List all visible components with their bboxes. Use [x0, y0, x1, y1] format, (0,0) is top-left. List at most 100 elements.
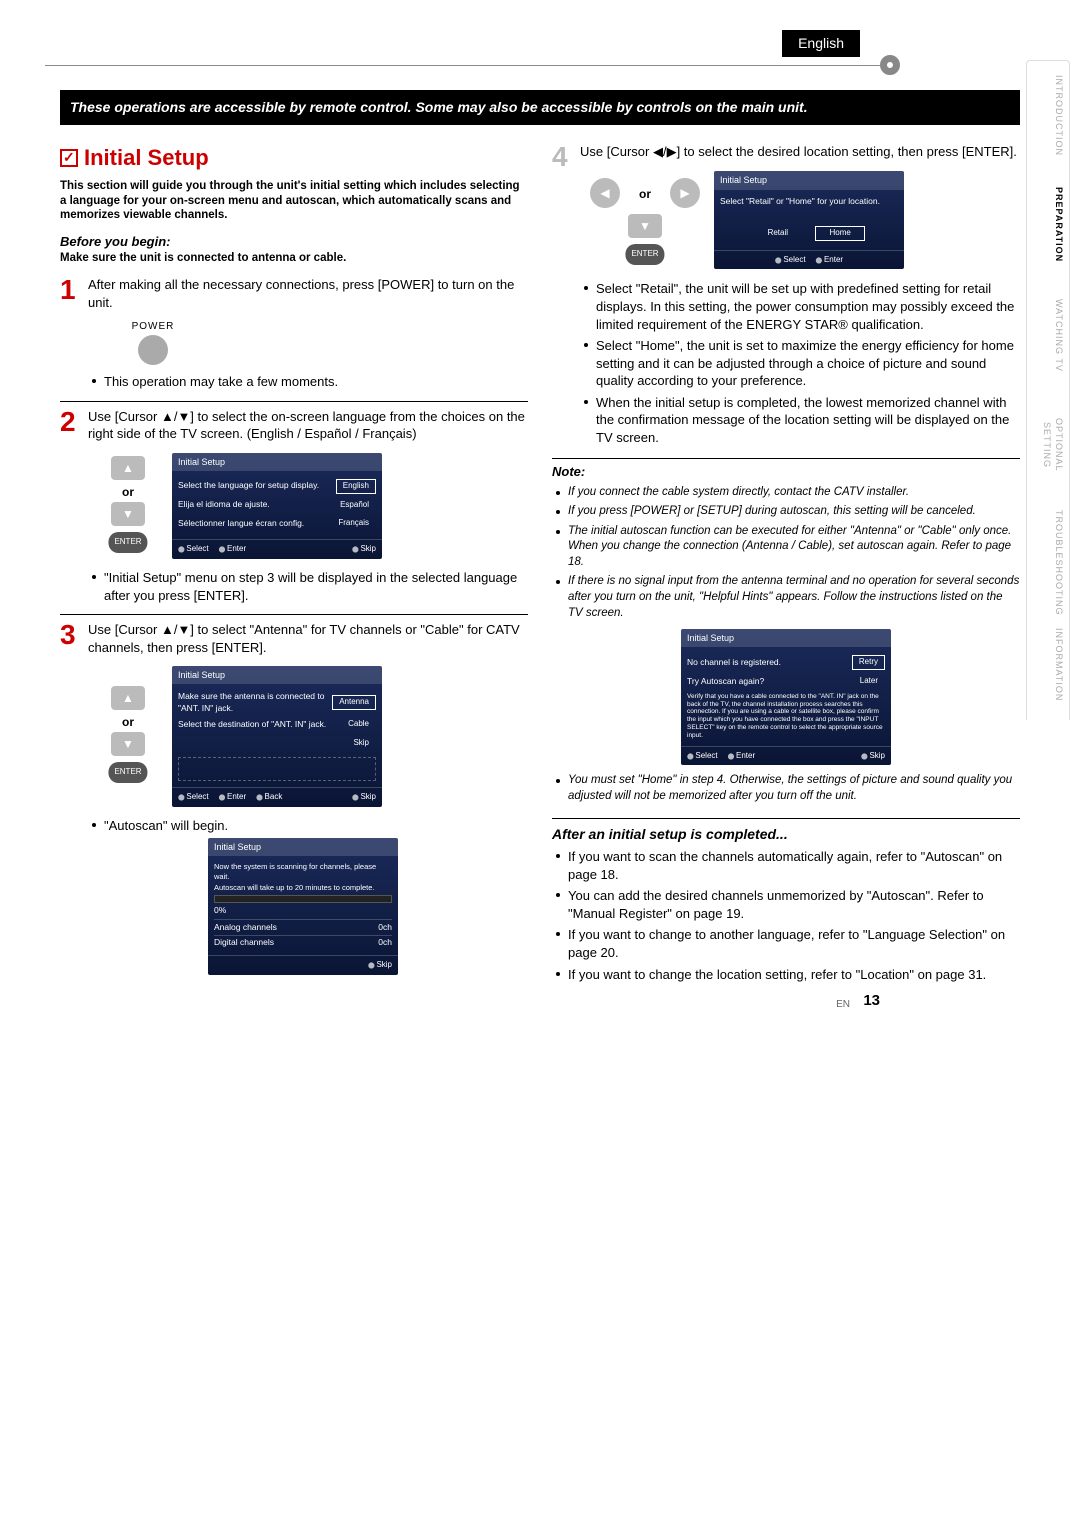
step-1: 1 After making all the necessary connect…	[60, 276, 528, 394]
screen-header: Initial Setup	[172, 453, 382, 471]
progress-bar	[214, 895, 392, 903]
after-3: If you want to change to another languag…	[568, 926, 1020, 961]
screen-option: Skip	[346, 736, 376, 751]
screen-footer: Enter	[728, 751, 756, 762]
screen-footer: Enter	[219, 792, 247, 803]
checkbox-icon	[60, 149, 78, 167]
after-1: If you want to scan the channels automat…	[568, 848, 1020, 883]
dpad-horizontal: ◀ or ▶ ▼ ENTER	[590, 170, 700, 270]
screen-header: Initial Setup	[172, 666, 382, 684]
diagram-placeholder	[178, 757, 376, 781]
note-3: The initial autoscan function can be exe…	[568, 524, 1020, 571]
page-number: 13	[863, 991, 880, 1011]
tab-watching-tv[interactable]: WATCHING TV	[1026, 280, 1070, 390]
step-number: 1	[60, 276, 80, 394]
tab-troubleshooting[interactable]: TROUBLESHOOTING	[1026, 500, 1070, 610]
step-4-b3: When the initial setup is completed, the…	[596, 394, 1020, 447]
screen-option: Home	[815, 226, 865, 241]
or-label: or	[639, 186, 651, 202]
antenna-screen: Initial Setup Make sure the antenna is c…	[172, 666, 382, 806]
screen-value: 0ch	[378, 922, 392, 933]
note-header: Note:	[552, 458, 1020, 481]
screen-header: Initial Setup	[681, 629, 891, 647]
dpad-vertical: ▲ or ▼ ENTER	[98, 456, 158, 556]
step-number: 3	[60, 621, 80, 975]
screen-line: No channel is registered.	[687, 657, 781, 668]
autoscan-screen: Initial Setup Now the system is scanning…	[208, 838, 398, 975]
or-label: or	[122, 484, 134, 500]
screen-footer: Skip	[861, 751, 885, 762]
screen-line: Now the system is scanning for channels,…	[214, 862, 392, 882]
screen-line: Make sure the antenna is connected to "A…	[178, 691, 332, 714]
side-tabs: INTRODUCTION PREPARATION WATCHING TV OPT…	[1026, 60, 1070, 720]
step-number: 4	[552, 143, 572, 450]
step-1-bullet: This operation may take a few moments.	[104, 373, 338, 391]
page-lang: EN	[836, 998, 850, 1012]
banner-notice: These operations are accessible by remot…	[60, 90, 1020, 125]
step-4-b1: Select "Retail", the unit will be set up…	[596, 280, 1020, 333]
step-4-b2: Select "Home", the unit is set to maximi…	[596, 337, 1020, 390]
header-decoration	[45, 65, 880, 83]
screen-header: Initial Setup	[714, 171, 904, 189]
note-2: If you press [POWER] or [SETUP] during a…	[568, 504, 976, 520]
step-3-text: Use [Cursor ▲/▼] to select "Antenna" for…	[88, 621, 528, 656]
screen-option: Antenna	[332, 695, 376, 710]
title-text: Initial Setup	[84, 143, 209, 173]
after-4: If you want to change the location setti…	[568, 966, 986, 984]
screen-line: Autoscan will take up to 20 minutes to c…	[214, 883, 392, 893]
section-title: Initial Setup	[60, 143, 528, 173]
tab-information[interactable]: INFORMATION	[1026, 610, 1070, 720]
enter-label: ENTER	[108, 532, 147, 553]
screen-line: Select "Retail" or "Home" for your locat…	[720, 196, 898, 207]
progress-pct: 0%	[214, 905, 392, 916]
tab-introduction[interactable]: INTRODUCTION	[1026, 60, 1070, 170]
after-header: After an initial setup is completed...	[552, 818, 1020, 844]
screen-option: Later	[853, 674, 885, 689]
screen-option: Cable	[341, 717, 376, 732]
note-1: If you connect the cable system directly…	[568, 485, 909, 501]
step-2: 2 Use [Cursor ▲/▼] to select the on-scre…	[60, 401, 528, 609]
tab-optional-setting[interactable]: OPTIONAL SETTING	[1026, 390, 1070, 500]
screen-line: Sélectionner langue écran config.	[178, 518, 304, 529]
screen-footer: Skip	[368, 960, 392, 971]
location-screen: Initial Setup Select "Retail" or "Home" …	[714, 171, 904, 269]
screen-footer: Skip	[352, 792, 376, 803]
before-text: Make sure the unit is connected to anten…	[60, 251, 528, 267]
step-2-text: Use [Cursor ▲/▼] to select the on-screen…	[88, 408, 528, 443]
screen-footer: Back	[256, 792, 282, 803]
step-1-text: After making all the necessary connectio…	[88, 276, 528, 311]
step-number: 2	[60, 408, 80, 609]
enter-label: ENTER	[108, 762, 147, 783]
screen-footer: Select	[775, 255, 806, 266]
note-5: You must set "Home" in step 4. Otherwise…	[568, 773, 1020, 804]
before-label: Before you begin:	[60, 233, 528, 251]
screen-option: English	[336, 479, 376, 494]
down-arrow-icon: ▼	[122, 506, 134, 522]
hints-screen: Initial Setup No channel is registered.R…	[681, 629, 891, 765]
screen-footer: Select	[687, 751, 718, 762]
screen-footer: Select	[178, 792, 209, 803]
screen-value: 0ch	[378, 937, 392, 948]
screen-line: Elija el idioma de ajuste.	[178, 499, 270, 510]
dpad-vertical: ▲ or ▼ ENTER	[98, 686, 158, 786]
language-label: English	[782, 30, 860, 57]
note-4: If there is no signal input from the ant…	[568, 574, 1020, 621]
after-2: You can add the desired channels unmemor…	[568, 887, 1020, 922]
step-3-bullet: "Autoscan" will begin.	[104, 817, 228, 835]
screen-line: Analog channels	[214, 922, 277, 933]
up-arrow-icon: ▲	[122, 460, 134, 476]
screen-footer: Skip	[352, 544, 376, 555]
screen-line: Select the language for setup display.	[178, 480, 319, 491]
screen-header: Initial Setup	[208, 838, 398, 856]
enter-label: ENTER	[625, 244, 664, 265]
step-3: 3 Use [Cursor ▲/▼] to select "Antenna" f…	[60, 614, 528, 975]
screen-footer: Select	[178, 544, 209, 555]
language-screen: Initial Setup Select the language for se…	[172, 453, 382, 559]
step-4: 4 Use [Cursor ◀/▶] to select the desired…	[552, 143, 1020, 450]
step-4-text: Use [Cursor ◀/▶] to select the desired l…	[580, 143, 1020, 161]
step-2-bullet: "Initial Setup" menu on step 3 will be d…	[104, 569, 528, 604]
power-label: POWER	[108, 320, 198, 334]
power-button-icon	[138, 335, 168, 365]
tab-preparation[interactable]: PREPARATION	[1026, 170, 1070, 280]
screen-line: Digital channels	[214, 937, 274, 948]
